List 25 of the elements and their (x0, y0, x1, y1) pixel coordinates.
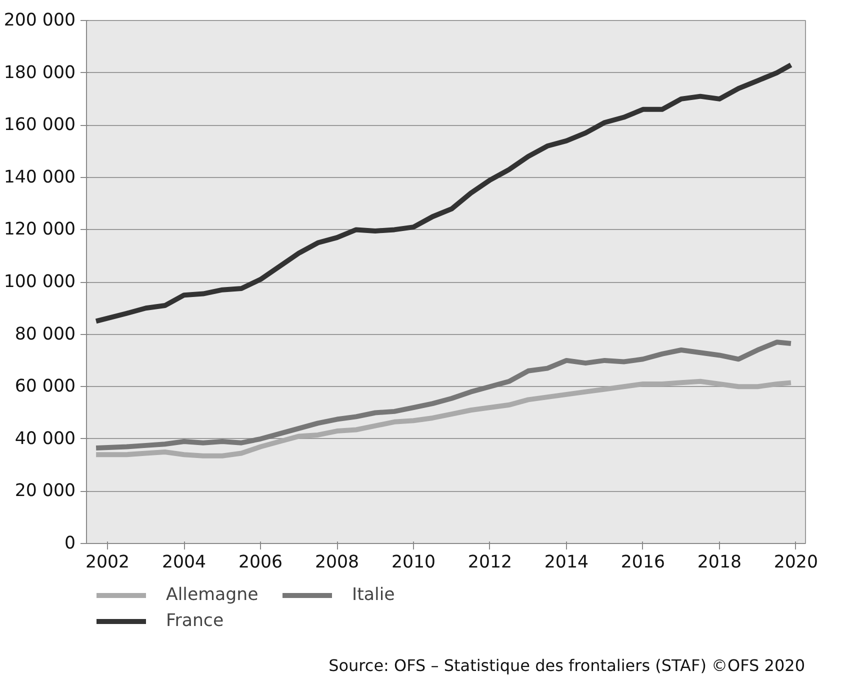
x-tick-label: 2004 (162, 552, 206, 572)
legend-label: Allemagne (166, 585, 260, 605)
x-tick-label: 2010 (391, 552, 436, 572)
y-tick-label: 60 000 (14, 376, 76, 397)
x-tick-label: 2008 (314, 552, 360, 572)
x-tick-label: 2018 (697, 552, 742, 572)
y-tick-label: 160 000 (4, 115, 76, 136)
y-tick-label: 0 (64, 534, 76, 554)
legend-label: Italie (352, 585, 396, 605)
y-tick-label: 40 000 (14, 428, 76, 449)
x-tick-label: 2012 (468, 552, 512, 572)
x-tick-label: 2006 (238, 552, 283, 572)
y-tick-label: 120 000 (4, 220, 76, 240)
y-tick-label: 100 000 (4, 272, 76, 292)
y-tick-label: 200 000 (4, 10, 76, 30)
legend-label: France (166, 611, 225, 631)
y-tick-label: 20 000 (14, 481, 76, 502)
x-tick-label: 2002 (85, 552, 130, 572)
x-tick-label: 2014 (544, 552, 589, 572)
y-tick-label: 140 000 (4, 167, 76, 188)
source-note: Source: OFS – Statistique des frontaliers (STAF) ©OFS 2020 (328, 655, 805, 677)
y-tick-label: 180 000 (4, 62, 76, 83)
x-tick-label: 2020 (774, 552, 818, 572)
x-tick-label: 2016 (620, 552, 666, 572)
y-tick-label: 80 000 (14, 324, 76, 344)
